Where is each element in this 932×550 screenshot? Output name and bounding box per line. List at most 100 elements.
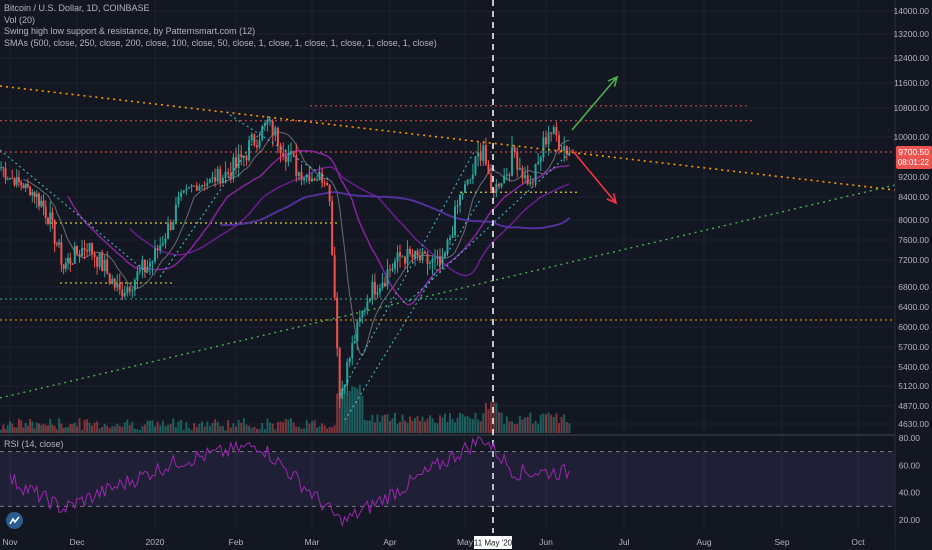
candle-body xyxy=(537,161,540,164)
candle-body xyxy=(446,239,449,254)
volume-bar xyxy=(266,418,269,433)
volume-bar xyxy=(287,419,290,433)
candle-body xyxy=(266,121,269,124)
volume-bar xyxy=(255,428,258,433)
time-tick-label: Feb xyxy=(229,537,244,547)
volume-bar xyxy=(328,426,331,433)
candle-body xyxy=(361,311,364,318)
candle-body xyxy=(434,257,436,259)
candle-body xyxy=(208,178,211,183)
candle-body xyxy=(24,183,27,189)
volume-bar xyxy=(394,412,396,433)
volume-bar xyxy=(474,412,477,433)
volume-bar xyxy=(121,426,124,433)
candle-body xyxy=(141,259,144,270)
volume-bar xyxy=(529,412,532,433)
candle-body xyxy=(391,268,394,271)
volume-bar xyxy=(250,428,253,433)
candle-body xyxy=(516,151,519,170)
volume-bar xyxy=(421,416,424,433)
candle-body xyxy=(297,172,300,176)
volume-bar xyxy=(86,419,89,433)
candle-body xyxy=(219,168,222,183)
candle-body xyxy=(421,251,424,261)
volume-indicator-label[interactable]: Vol (20) xyxy=(4,14,36,25)
volume-bar xyxy=(38,423,41,433)
sma-indicator-label[interactable]: SMAs (500, close, 250, close, 200, close… xyxy=(4,37,437,48)
candle-body xyxy=(524,175,527,179)
candle-body xyxy=(513,147,516,152)
candle-body xyxy=(396,252,399,262)
candle-body xyxy=(500,183,503,187)
volume-bar xyxy=(9,421,11,433)
volume-bar xyxy=(35,422,38,433)
candle-body xyxy=(333,255,336,298)
candle-body xyxy=(20,181,23,186)
volume-bar xyxy=(414,418,416,433)
volume-bar xyxy=(198,424,201,433)
countdown-value: 08:01:22 xyxy=(898,158,930,167)
rsi-indicator-label[interactable]: RSI (14, close) xyxy=(4,439,64,449)
candle-body xyxy=(411,253,414,258)
candle-body xyxy=(547,132,550,145)
candle-body xyxy=(521,167,524,179)
volume-bar xyxy=(513,423,516,433)
candle-body xyxy=(154,248,156,262)
volume-bar xyxy=(550,415,553,433)
tradingview-logo-icon[interactable] xyxy=(6,512,23,529)
symbol-title[interactable]: Bitcoin / U.S. Dollar, 1D, COINBASE xyxy=(4,3,150,13)
volume-bar xyxy=(568,423,571,433)
candle-body xyxy=(229,173,232,179)
volume-bar xyxy=(383,414,386,433)
candle-body xyxy=(98,252,101,267)
candle-body xyxy=(156,248,159,251)
candle-body xyxy=(542,137,545,158)
volume-bar xyxy=(492,401,495,433)
rsi-tick-label: 20.00 xyxy=(899,515,921,525)
volume-bar xyxy=(449,413,451,433)
volume-bar xyxy=(431,418,434,433)
candle-body xyxy=(224,172,227,179)
volume-bar xyxy=(321,423,324,433)
candle-body xyxy=(358,317,361,322)
candle-body xyxy=(376,292,379,295)
price-tick-label: 6400.00 xyxy=(898,302,929,312)
volume-bar xyxy=(126,419,129,433)
volume-bar xyxy=(461,414,464,433)
candle-body xyxy=(169,223,172,230)
volume-bar xyxy=(78,418,81,433)
volume-bar xyxy=(331,427,334,433)
candle-body xyxy=(29,187,32,196)
swing-indicator-label[interactable]: Swing high low support & resistance, by … xyxy=(4,26,256,36)
volume-bar xyxy=(49,418,52,433)
candle-body xyxy=(2,167,5,169)
volume-bar xyxy=(67,427,70,433)
volume-bar xyxy=(0,429,3,433)
volume-bar xyxy=(356,388,359,433)
candle-body xyxy=(431,258,434,263)
volume-bar xyxy=(96,421,99,433)
candle-body xyxy=(55,243,58,245)
candle-body xyxy=(459,194,461,206)
candle-body xyxy=(495,183,498,193)
volume-bar xyxy=(351,386,354,433)
candle-body xyxy=(368,299,371,302)
volume-bar xyxy=(131,421,134,433)
volume-bar xyxy=(206,421,209,433)
candle-body xyxy=(461,192,464,195)
volume-bar xyxy=(429,415,431,433)
time-tick-label: May xyxy=(457,537,474,547)
volume-bar xyxy=(271,423,274,433)
candle-body xyxy=(406,248,409,264)
volume-bar xyxy=(17,418,20,433)
channel-line xyxy=(344,199,481,421)
volume-bar xyxy=(552,417,555,433)
volume-bar xyxy=(274,429,277,433)
volume-bar xyxy=(29,418,32,433)
volume-bar xyxy=(58,418,61,433)
candle-body xyxy=(182,190,185,193)
candle-body xyxy=(49,212,52,225)
candle-body xyxy=(164,238,167,244)
